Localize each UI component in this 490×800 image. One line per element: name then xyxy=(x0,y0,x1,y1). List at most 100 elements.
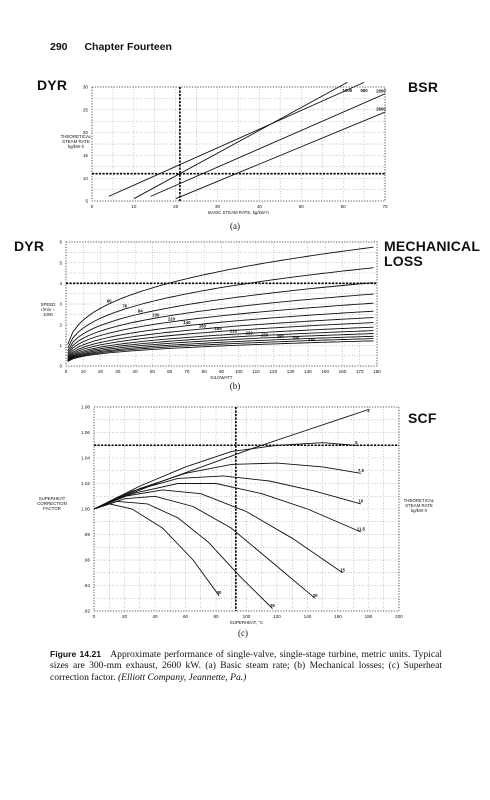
chart-c-y-tick-label: 1.06 xyxy=(81,430,90,435)
chart-b-x-tick-label: 50 xyxy=(150,369,156,374)
chart-a-left-tag: DYR xyxy=(37,77,68,93)
chart-b-x-tick-label: 140 xyxy=(304,369,312,374)
chart-c-x-tick-label: 60 xyxy=(183,614,189,619)
chart-c-y-axis-label: SUPERHEAT xyxy=(39,496,66,501)
caption-source: (Elliott Company, Jeannette, Pa.) xyxy=(117,671,247,683)
chart-a-x-tick-label: 10 xyxy=(131,204,137,209)
page-header: 290 Chapter Fourteen xyxy=(50,41,172,53)
chart-c-series-line xyxy=(94,475,362,510)
chart-a-y-tick-label: 15 xyxy=(83,153,89,158)
chart-b-series-line xyxy=(67,310,374,357)
chart-b-series-line xyxy=(67,340,374,362)
chart-c-series-line xyxy=(94,483,362,533)
chart-b-y-tick-label: 2 xyxy=(59,322,62,327)
chart-c-series-line xyxy=(94,500,273,609)
chart-b-x-tick-label: 0 xyxy=(65,369,68,374)
chart-b-right-tag: MECHANICAL LOSS xyxy=(384,238,480,269)
chart-a-y-axis-label: STEAM RATE xyxy=(62,139,90,144)
chart-b-x-tick-label: 30 xyxy=(115,369,121,374)
chart-b-x-tick-label: 90 xyxy=(219,369,225,374)
chart-c-series-line xyxy=(94,489,343,574)
chart-b-x-tick-label: 20 xyxy=(98,369,104,374)
chart-c-series-label: 7.5 xyxy=(358,468,365,473)
chart-c-y-tick-label: .96 xyxy=(84,558,91,563)
chart-b-y-tick-label: 0 xyxy=(59,364,62,369)
chart-c-series-label: 20 xyxy=(313,593,318,598)
figure-caption: Figure 14.21 Approximate performance of … xyxy=(50,649,442,683)
chart-c-x-tick-label: 20 xyxy=(122,614,128,619)
chart-a-series-line xyxy=(150,93,385,197)
chart-a-series-label: 500 xyxy=(360,88,368,93)
chart-a-y-axis-label: THEORETICAL xyxy=(61,134,92,139)
chart-a-sublabel: (a) xyxy=(230,221,240,231)
chart-c-x-tick-label: 100 xyxy=(243,614,251,619)
chart-a-x-tick-label: 40 xyxy=(257,204,263,209)
caption-label: Figure 14.21 xyxy=(50,649,102,659)
chart-b-x-tick-label: 110 xyxy=(252,369,260,374)
chart-b-sublabel: (b) xyxy=(229,381,241,391)
chart-c-series-label: 10 xyxy=(358,498,363,503)
chart-b-x-tick-label: 120 xyxy=(269,369,277,374)
chart-b-y-axis-label: r/min ÷ xyxy=(41,307,55,312)
chart-b-left-tag: DYR xyxy=(14,238,45,254)
chart-b-y-tick-label: 4 xyxy=(59,281,62,286)
page-number: 290 xyxy=(50,41,68,53)
chart-c-y-tick-label: 1.04 xyxy=(81,456,90,461)
chart-b-series-line xyxy=(67,330,374,360)
chart-c-right-axis-label: THEORETICAL xyxy=(404,498,435,503)
chart-b-y-tick-label: 1 xyxy=(59,343,62,348)
chart-b-series-line xyxy=(67,338,374,362)
caption-text: Approximate performance of single-valve,… xyxy=(50,649,442,683)
chart-c-y-tick-label: 1.00 xyxy=(81,507,90,512)
chart-c-x-tick-label: 0 xyxy=(93,614,96,619)
chart-b-x-tick-label: 160 xyxy=(339,369,347,374)
chart-c-x-tick-label: 140 xyxy=(304,614,312,619)
chart-b-series-label: 300 xyxy=(292,336,300,341)
chart-c-series-label: 5 xyxy=(355,440,358,445)
chart-b-y-axis-label: 1000 xyxy=(43,312,53,317)
chart-a-x-tick-label: 30 xyxy=(215,204,221,209)
chart-b-series-label: 100 xyxy=(152,313,160,318)
chart-a-y-tick-label: 30 xyxy=(83,85,89,90)
chart-b-series-label: 210 xyxy=(230,329,238,334)
chart-b-series-line xyxy=(67,326,374,360)
chart-b-x-tick-label: 70 xyxy=(184,369,190,374)
chart-b-series-label: 185 xyxy=(214,326,222,331)
chart-a-x-tick-label: 70 xyxy=(382,204,388,209)
chart-b-x-tick-label: 150 xyxy=(321,369,329,374)
chart-b-series-label: 230 xyxy=(246,331,254,336)
chart-b-series-label: 120 xyxy=(168,316,176,321)
chart-c-series-label: 25 xyxy=(270,603,275,608)
chart-b-y-tick-label: 3 xyxy=(59,302,62,307)
chart-c-y-axis-label: CORRECTION xyxy=(37,501,67,506)
chart-b-series-line xyxy=(67,267,374,349)
chart-b-y-tick-label: 6 xyxy=(59,240,62,245)
chart-a-right-tag: BSR xyxy=(408,79,439,95)
chart-c-x-tick-label: 160 xyxy=(334,614,342,619)
chart-b-series-line xyxy=(67,282,374,352)
chart-b-series-line xyxy=(67,293,374,354)
chart-b-series-label: 140 xyxy=(183,320,191,325)
chart-b-series-line xyxy=(67,317,374,358)
chart-b-series-label: 250 xyxy=(261,332,269,337)
chart-c-x-axis-label: SUPERHEAT, °C xyxy=(230,620,263,625)
chart-b-series-label: 76 xyxy=(122,304,127,309)
chart-b-series-label: 60 xyxy=(107,298,112,303)
chart-b-x-tick-label: 60 xyxy=(167,369,173,374)
chart-a-series-label: 1000 xyxy=(343,88,353,93)
chart-b-series-label: 280 xyxy=(277,334,285,339)
chart-a-x-tick-label: 0 xyxy=(91,204,94,209)
chart-a-x-axis-label: BASIC STEAM RATE, kg/kW·h xyxy=(208,210,269,215)
chart-c-right-axis-label: STEAM RATE xyxy=(405,503,433,508)
chart-c-series-label: 3 xyxy=(367,408,370,413)
chart-b-series-line xyxy=(67,246,374,345)
chart-b-series-line xyxy=(67,333,374,361)
chart-b-series-line xyxy=(67,302,374,355)
chart-c-y-tick-label: .94 xyxy=(84,583,91,588)
chart-a-y-tick-label: 5 xyxy=(85,199,88,204)
chart-c-y-tick-label: .98 xyxy=(84,532,91,537)
chart-a-x-tick-label: 20 xyxy=(173,204,179,209)
chart-b-frame xyxy=(65,241,378,367)
chart-b-x-tick-label: 80 xyxy=(202,369,208,374)
chart-c-y-axis-label: FACTOR xyxy=(43,506,61,511)
